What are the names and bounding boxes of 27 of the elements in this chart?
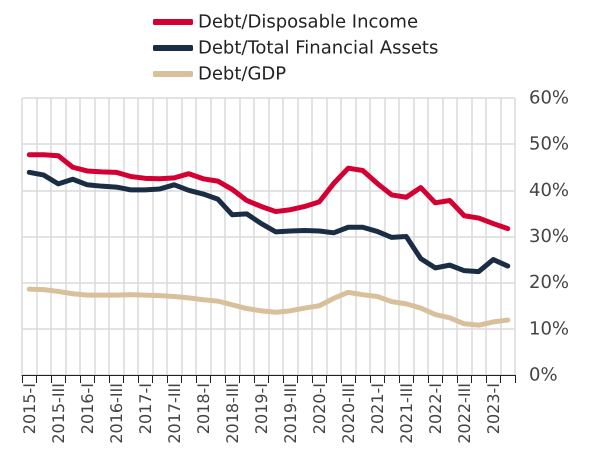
y-tick-label: 40% — [529, 180, 570, 201]
x-tick-label: 2020-III — [338, 383, 358, 444]
x-tick-label: 2019-I — [252, 383, 271, 434]
x-tick-label: 2018-III — [222, 383, 242, 444]
x-tick-label: 2016-III — [106, 383, 126, 444]
x-tick-label: 2021-III — [396, 383, 416, 444]
legend-label: Debt/GDP — [198, 64, 286, 84]
legend-label: Debt/Disposable Income — [198, 12, 418, 32]
x-tick-label: 2017-III — [164, 383, 184, 444]
y-tick-label: 30% — [529, 226, 570, 247]
y-tick-label: 50% — [529, 134, 570, 155]
y-tick-label: 20% — [529, 272, 570, 294]
x-tick-label: 2017-I — [136, 383, 155, 434]
x-tick-label: 2015-III — [48, 383, 68, 444]
y-tick-label: 10% — [529, 318, 570, 340]
legend-label: Debt/Total Financial Assets — [198, 38, 438, 58]
x-tick-label: 2019-III — [280, 383, 300, 444]
x-tick-label: 2020-I — [310, 383, 329, 434]
y-tick-label: 0% — [529, 364, 558, 386]
x-tick-label: 2023-I — [484, 383, 503, 434]
x-tick-label: 2021-I — [368, 383, 387, 434]
y-tick-label: 60% — [529, 88, 570, 108]
x-tick-label: 2018-I — [194, 383, 213, 434]
x-tick-label: 2016-I — [78, 383, 97, 434]
x-tick-label: 2022-III — [454, 383, 474, 444]
x-tick-label: 2015-I — [20, 383, 39, 434]
x-tick-label: 2022-I — [426, 383, 445, 434]
